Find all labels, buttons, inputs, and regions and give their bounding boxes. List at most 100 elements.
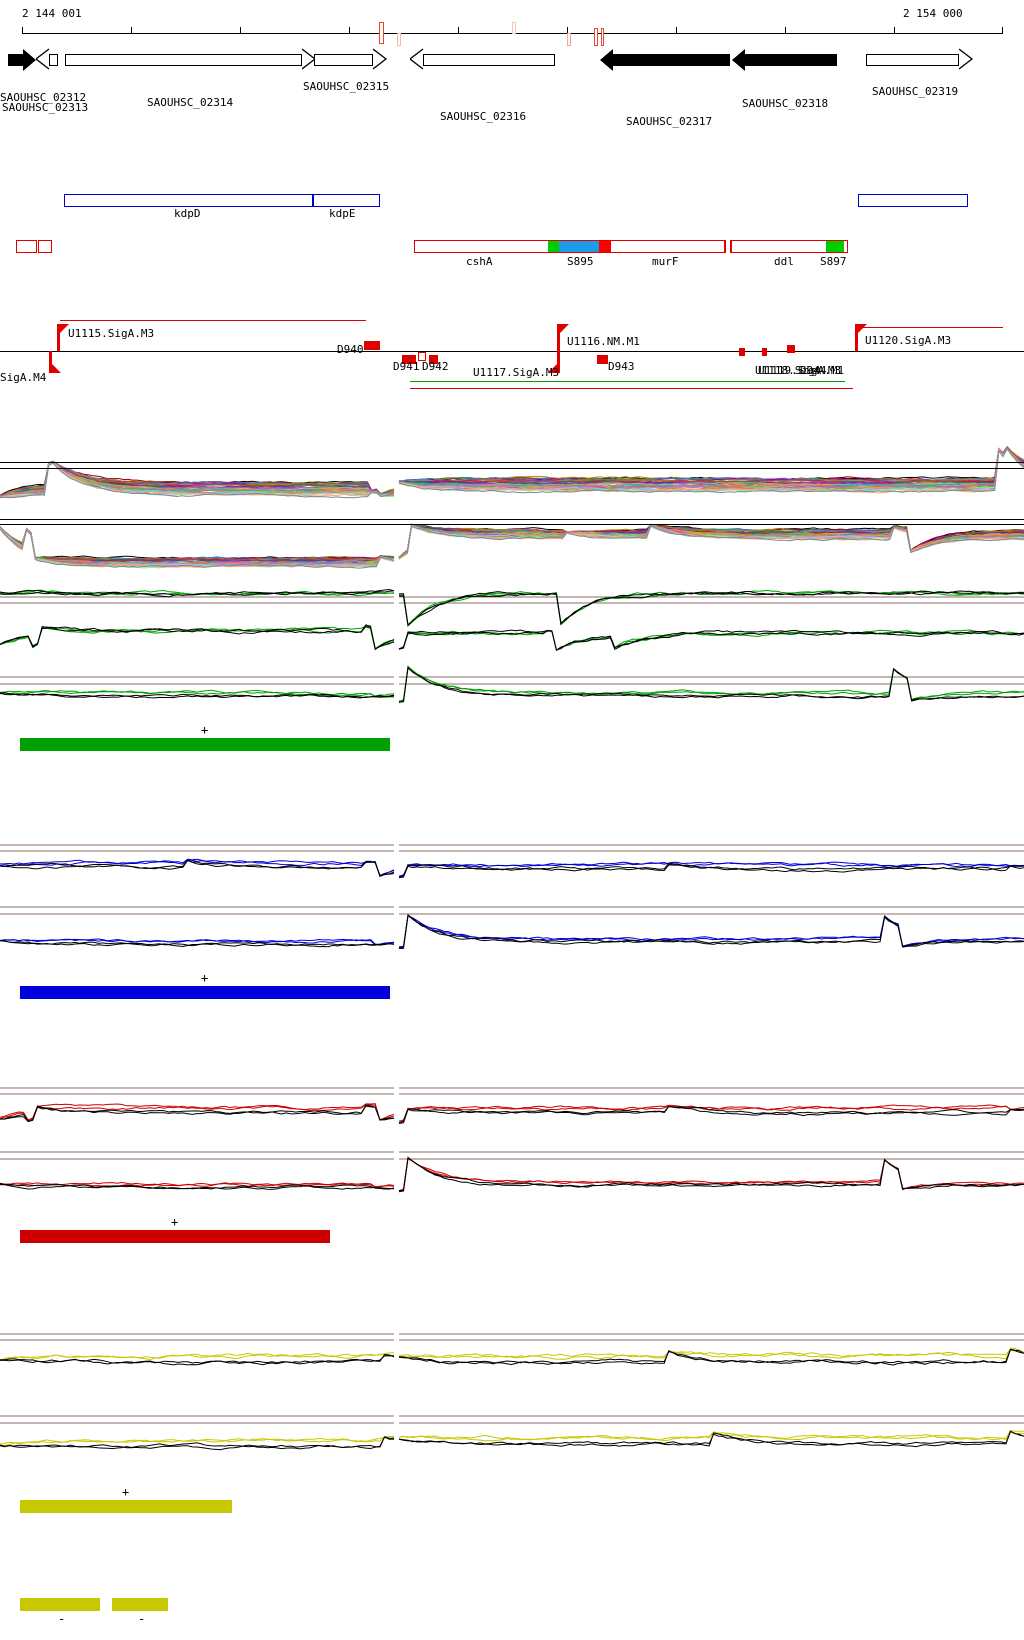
ruler-tick [567, 27, 568, 34]
feature-ddl-S897-block[interactable] [731, 240, 848, 253]
signal-trace [0, 858, 395, 877]
regulation-underline [410, 381, 845, 382]
gene-arrowhead [36, 48, 50, 70]
signal-trace [398, 1157, 1024, 1192]
promoter-stem-SigA.M4[interactable] [49, 351, 52, 373]
condition-bar-yellow-bar-minus-2[interactable] [112, 1598, 168, 1611]
feature-kdpD[interactable] [64, 194, 313, 207]
signal-baseline [0, 519, 1024, 520]
signal-trace [0, 1104, 395, 1121]
promoter-stem-U1120.SigA.M3[interactable] [855, 324, 858, 351]
gene-SAOUHSC_02318[interactable] [732, 48, 837, 76]
signal-trace [0, 527, 395, 561]
ruler-tick [458, 27, 459, 34]
condition-sign-blue: + [201, 971, 209, 985]
signal-trace [0, 1103, 395, 1121]
feature-kdpA[interactable] [16, 240, 37, 253]
signal-trace [398, 447, 1024, 485]
marker-6 [601, 28, 604, 46]
signal-trace [0, 1105, 395, 1122]
signal-track-yellow[interactable] [0, 1320, 1024, 1460]
terminator-small [739, 348, 745, 356]
promoter-flag-U1120.SigA.M3 [858, 324, 867, 333]
signal-trace [0, 526, 395, 561]
signal-trace [398, 448, 1024, 493]
promoter-flag-SigA.M4 [52, 364, 61, 373]
condition-bar-yellow[interactable] [20, 1500, 232, 1513]
promoter-stem-U1116.NM.M1[interactable] [557, 324, 560, 351]
ruler-tick [131, 27, 132, 34]
signal-trace [0, 526, 395, 560]
signal-trace [0, 526, 395, 562]
terminator-small [762, 348, 767, 356]
feature-kdpA-2[interactable] [38, 240, 52, 253]
signal-trace [398, 447, 1024, 487]
promoter-label-U1116.NM.M1: U1116.NM.M1 [567, 335, 640, 348]
signal-track-red[interactable] [0, 1080, 1024, 1210]
signal-trace [0, 689, 395, 698]
feature-operon-right[interactable] [858, 194, 968, 207]
gene-SAOUHSC_02317[interactable] [600, 48, 730, 76]
signal-trace [398, 446, 1024, 483]
signal-trace [0, 526, 395, 561]
terminator-label-D943: D943 [608, 360, 635, 373]
signal-trace [0, 528, 395, 569]
gene-label: SAOUHSC_02317 [626, 115, 713, 128]
gene-arrowhead [23, 49, 36, 71]
marker-5 [594, 28, 598, 46]
gene-body [423, 54, 555, 66]
feature-label-S897: S897 [820, 255, 847, 268]
gene-SAOUHSC_02316[interactable] [410, 48, 555, 76]
gene-SAOUHSC_02314[interactable] [65, 48, 317, 76]
condition-bar-red[interactable] [20, 1230, 330, 1243]
signal-trace [0, 527, 394, 562]
signal-trace [0, 461, 395, 498]
signal-trace [0, 938, 395, 946]
condition-bar-yellow-bar-minus-1[interactable] [20, 1598, 100, 1611]
signal-trace [398, 667, 1024, 703]
promoter-label-SigA.M4: SigA.M4 [0, 371, 47, 384]
gene-SAOUHSC_02319[interactable] [866, 48, 974, 76]
gene-SAOUHSC_02315[interactable] [314, 48, 388, 76]
gene-label: SAOUHSC_02319 [872, 85, 959, 98]
terminator-D940[interactable] [364, 341, 380, 350]
regulation-baseline [0, 351, 1024, 352]
gene-SAOUHSC_02313[interactable] [36, 48, 58, 76]
terminator-D943[interactable] [597, 355, 608, 364]
condition-bar-green[interactable] [20, 738, 390, 751]
signal-trace [398, 447, 1024, 494]
signal-trace [0, 692, 395, 699]
feature-segment-seg-red [599, 241, 611, 252]
signal-track-blue[interactable] [0, 835, 1024, 965]
promoter-stem-U1117.SigA.M3[interactable] [557, 351, 560, 373]
promoter-stem-U1115.SigA.M3[interactable] [57, 324, 60, 351]
signal-track-green[interactable] [0, 585, 1024, 730]
marker-4 [567, 33, 571, 46]
signal-trace [0, 1435, 395, 1447]
signal-trace [398, 446, 1024, 482]
condition-sign-red: + [171, 1215, 179, 1229]
signal-trace [0, 859, 395, 878]
feature-label: kdpD [174, 207, 201, 220]
signal-trace [0, 940, 395, 948]
signal-trace [0, 527, 395, 562]
signal-track-all-reverse[interactable] [0, 500, 1024, 580]
gene-label: SAOUHSC_02318 [742, 97, 829, 110]
signal-trace [398, 447, 1024, 494]
promoter-line-U1115.SigA.M3 [60, 320, 366, 321]
condition-sign-yellow-bar-minus-2: - [138, 1612, 146, 1626]
terminator-D941[interactable] [402, 355, 416, 364]
gene-SAOUHSC_02312[interactable] [8, 48, 36, 76]
feature-label-S895: S895 [567, 255, 594, 268]
feature-kdpE[interactable] [313, 194, 380, 207]
gene-arrowhead [600, 49, 613, 71]
signal-trace [398, 446, 1024, 483]
ruler-tick [1002, 27, 1003, 34]
signal-trace [398, 1429, 1024, 1442]
signal-track-all-forward[interactable] [0, 420, 1024, 540]
ruler-tick [676, 27, 677, 34]
signal-trace [0, 626, 395, 651]
gene-body [65, 54, 302, 66]
condition-bar-blue[interactable] [20, 986, 390, 999]
terminator-D942[interactable] [429, 355, 438, 364]
